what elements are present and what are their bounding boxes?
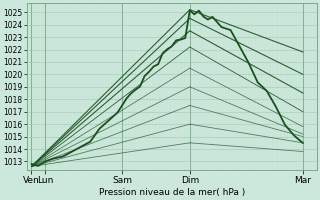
X-axis label: Pression niveau de la mer( hPa ): Pression niveau de la mer( hPa ) (99, 188, 245, 197)
